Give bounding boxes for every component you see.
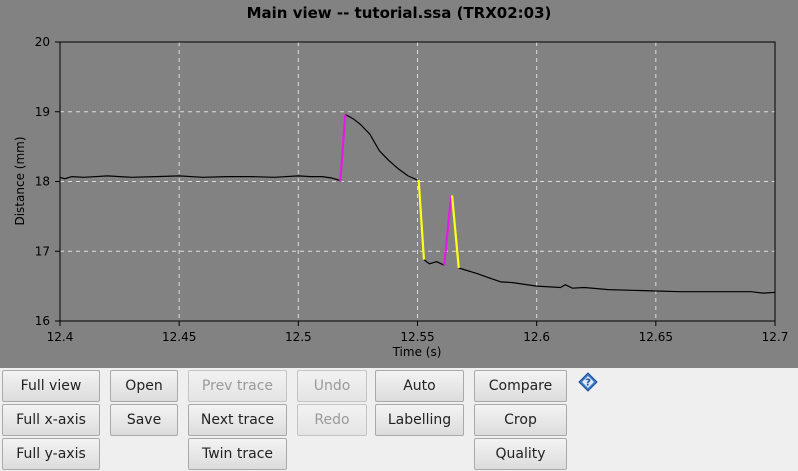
compare-button[interactable]: Compare xyxy=(474,370,567,402)
x-axis-label: Time (s) xyxy=(392,345,442,359)
x-tick-label: 12.5 xyxy=(285,330,312,344)
twin-trace-button[interactable]: Twin trace xyxy=(188,438,287,470)
x-tick-label: 12.7 xyxy=(762,330,789,344)
trace-segment-4 xyxy=(458,267,776,294)
plot-area[interactable]: Main view -- tutorial.ssa (TRX02:03) 12.… xyxy=(0,0,798,368)
x-tick-label: 12.65 xyxy=(639,330,673,344)
help-icon-graphic: ? xyxy=(578,372,598,392)
y-tick-label: 16 xyxy=(35,314,50,328)
y-tick-label: 20 xyxy=(35,35,50,49)
next-trace-button[interactable]: Next trace xyxy=(188,404,287,436)
full-y-axis-button[interactable]: Full y-axis xyxy=(2,438,100,470)
prev-trace-button[interactable]: Prev trace xyxy=(188,370,287,402)
svg-text:?: ? xyxy=(585,378,591,389)
rise-label-marker-1[interactable] xyxy=(339,114,347,182)
fall-label-marker-2[interactable] xyxy=(417,180,426,260)
plot-title: Main view -- tutorial.ssa (TRX02:03) xyxy=(247,4,552,22)
x-tick-label: 12.4 xyxy=(47,330,74,344)
open-button[interactable]: Open xyxy=(110,370,178,402)
save-button[interactable]: Save xyxy=(110,404,178,436)
full-x-axis-button[interactable]: Full x-axis xyxy=(2,404,100,436)
fall-label-marker-4[interactable] xyxy=(450,195,460,269)
labelling-button[interactable]: Labelling xyxy=(375,404,464,436)
y-tick-label: 19 xyxy=(35,105,50,119)
x-tick-label: 12.45 xyxy=(162,330,196,344)
trace-segment-2 xyxy=(345,113,418,181)
x-tick-label: 12.6 xyxy=(523,330,550,344)
rise-label-marker-3[interactable] xyxy=(443,195,453,266)
crop-button[interactable]: Crop xyxy=(474,404,567,436)
y-tick-label: 18 xyxy=(35,175,50,189)
y-axis-label: Distance (mm) xyxy=(13,136,27,225)
x-tick-label: 12.55 xyxy=(400,330,434,344)
y-tick-label: 17 xyxy=(35,244,50,258)
auto-button[interactable]: Auto xyxy=(375,370,464,402)
trace-segment-1 xyxy=(59,175,342,183)
undo-button[interactable]: Undo xyxy=(297,370,367,402)
chart[interactable]: Main view -- tutorial.ssa (TRX02:03) 12.… xyxy=(0,0,798,368)
full-view-button[interactable]: Full view xyxy=(2,370,100,402)
trace-segment-3 xyxy=(423,259,445,266)
quality-button[interactable]: Quality xyxy=(474,438,567,470)
redo-button[interactable]: Redo xyxy=(297,404,367,436)
help-icon[interactable]: ? xyxy=(578,372,598,392)
